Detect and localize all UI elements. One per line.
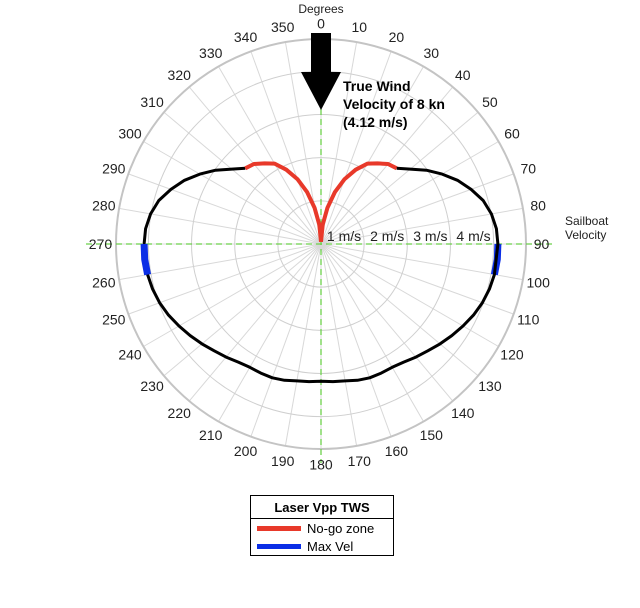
angle-label-220: 220 — [168, 405, 192, 421]
angle-label-100: 100 — [527, 274, 551, 290]
series-layer — [140, 161, 502, 384]
legend: Laser Vpp TWS No-go zone Max Vel — [250, 495, 394, 556]
spoke-340 — [250, 51, 322, 245]
angle-label-140: 140 — [451, 405, 475, 421]
angle-label-50: 50 — [482, 94, 498, 110]
radial-label-3: 3 m/s — [413, 228, 447, 244]
angle-label-230: 230 — [140, 378, 164, 394]
angle-label-70: 70 — [520, 161, 536, 177]
series-no-go-zone-mirror — [244, 161, 323, 242]
legend-entry-max-vel: Max Vel — [251, 537, 393, 555]
spoke-230 — [163, 243, 322, 377]
spoke-330 — [218, 66, 322, 245]
spoke-140 — [320, 243, 454, 402]
legend-label-max-vel: Max Vel — [307, 538, 354, 554]
angle-label-250: 250 — [102, 311, 126, 327]
spoke-70 — [320, 173, 514, 245]
angle-label-150: 150 — [420, 427, 444, 443]
angle-label-110: 110 — [517, 311, 540, 327]
angle-label-90: 90 — [534, 236, 550, 252]
radial-label-1: 1 m/s — [327, 228, 361, 244]
legend-entry-no-go: No-go zone — [251, 519, 393, 537]
angle-label-210: 210 — [199, 427, 223, 443]
spoke-240 — [143, 243, 322, 347]
wind-annotation-line-0: True Wind — [343, 78, 411, 94]
angle-label-350: 350 — [271, 19, 295, 35]
angle-label-290: 290 — [102, 161, 126, 177]
angle-label-10: 10 — [352, 19, 368, 35]
angle-label-310: 310 — [140, 94, 164, 110]
spoke-210 — [218, 243, 322, 422]
spoke-220 — [188, 243, 322, 402]
angle-label-190: 190 — [271, 453, 295, 469]
legend-swatch-max-vel — [257, 543, 301, 549]
spoke-190 — [284, 243, 322, 446]
angle-label-0: 0 — [317, 15, 325, 31]
axis-crosshair — [86, 49, 556, 463]
angle-label-300: 300 — [118, 126, 142, 142]
radial-label-2: 2 m/s — [370, 228, 404, 244]
spoke-170 — [320, 243, 358, 446]
spoke-310 — [163, 111, 322, 245]
legend-label-no-go: No-go zone — [307, 520, 375, 536]
series-no-go-zone — [319, 161, 398, 242]
spoke-50 — [320, 111, 479, 245]
angle-label-240: 240 — [118, 346, 142, 362]
spoke-20 — [320, 51, 392, 245]
angle-label-170: 170 — [348, 453, 372, 469]
angle-label-120: 120 — [500, 346, 524, 362]
spoke-60 — [320, 141, 499, 245]
spoke-160 — [320, 243, 392, 437]
wind-arrow — [301, 33, 341, 110]
angle-label-20: 20 — [389, 29, 405, 45]
spoke-150 — [320, 243, 424, 422]
spoke-300 — [143, 141, 322, 245]
spoke-30 — [320, 66, 424, 245]
angle-label-160: 160 — [385, 443, 409, 459]
angle-label-260: 260 — [92, 274, 116, 290]
angle-label-80: 80 — [530, 198, 546, 214]
angle-label-60: 60 — [504, 126, 520, 142]
radial-label-4: 4 m/s — [456, 228, 490, 244]
spoke-120 — [320, 243, 499, 347]
angle-label-330: 330 — [199, 45, 223, 61]
angle-label-280: 280 — [92, 198, 116, 214]
series-polar-curve — [142, 166, 500, 384]
spoke-100 — [320, 243, 523, 281]
angle-label-40: 40 — [455, 67, 471, 83]
angle-label-320: 320 — [168, 67, 192, 83]
spoke-80 — [320, 207, 523, 245]
degrees-axis-label: Degrees — [298, 2, 343, 16]
sailboat-velocity-label-1: Velocity — [565, 228, 606, 242]
spoke-130 — [320, 243, 479, 377]
angle-label-130: 130 — [478, 378, 502, 394]
angle-label-180: 180 — [309, 457, 333, 473]
spoke-260 — [119, 243, 322, 281]
angle-label-340: 340 — [234, 29, 258, 45]
angle-label-30: 30 — [423, 45, 439, 61]
sailboat-velocity-label-0: Sailboat — [565, 214, 609, 228]
spoke-280 — [119, 207, 322, 245]
angle-label-200: 200 — [234, 443, 258, 459]
wind-annotation-line-2: (4.12 m/s) — [343, 114, 408, 130]
wind-annotation-line-1: Velocity of 8 kn — [343, 96, 445, 112]
legend-swatch-no-go — [257, 525, 301, 531]
angle-label-270: 270 — [89, 236, 113, 252]
series-max-vel-mirror — [140, 243, 152, 276]
spoke-290 — [128, 173, 322, 245]
legend-title: Laser Vpp TWS — [251, 496, 393, 519]
annotation: True Wind Velocity of 8 kn (4.12 m/s) — [301, 33, 445, 130]
spoke-200 — [250, 243, 322, 437]
